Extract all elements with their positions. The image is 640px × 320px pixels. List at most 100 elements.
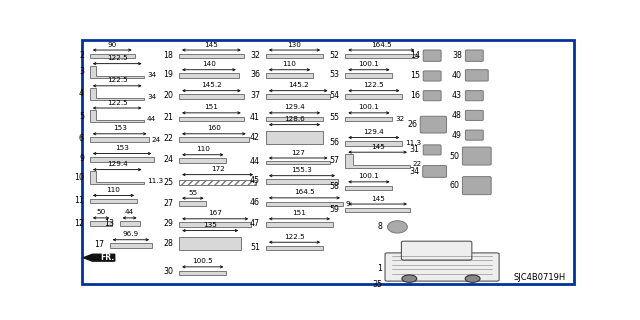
- Bar: [90, 221, 112, 226]
- FancyBboxPatch shape: [465, 70, 488, 81]
- Text: FR.: FR.: [100, 253, 115, 262]
- Text: 20: 20: [163, 91, 173, 100]
- Text: 36: 36: [250, 70, 260, 79]
- Bar: [179, 138, 248, 142]
- Text: 167: 167: [208, 210, 222, 216]
- Text: 9: 9: [79, 154, 84, 163]
- Bar: [346, 208, 410, 212]
- Text: 50: 50: [97, 209, 106, 215]
- Text: 35: 35: [372, 280, 383, 289]
- FancyArrow shape: [83, 254, 115, 261]
- Text: 38: 38: [452, 51, 462, 60]
- Bar: [266, 94, 330, 99]
- Text: 43: 43: [452, 91, 462, 100]
- FancyBboxPatch shape: [465, 91, 483, 101]
- Text: 151: 151: [292, 210, 307, 216]
- Polygon shape: [346, 154, 410, 168]
- Bar: [179, 73, 239, 78]
- Text: 128.6: 128.6: [284, 116, 305, 122]
- Text: 11: 11: [74, 196, 84, 205]
- Bar: [179, 237, 241, 250]
- Bar: [266, 202, 343, 206]
- Text: 145: 145: [205, 42, 218, 48]
- Text: 58: 58: [330, 182, 339, 191]
- Text: 45: 45: [250, 176, 260, 185]
- Text: 127: 127: [291, 149, 305, 156]
- Bar: [90, 54, 134, 58]
- Text: 122.5: 122.5: [107, 77, 127, 84]
- Text: 153: 153: [115, 145, 129, 151]
- Bar: [346, 116, 392, 121]
- Text: 34: 34: [410, 167, 420, 176]
- Text: 22: 22: [163, 134, 173, 143]
- Bar: [346, 141, 403, 146]
- Text: 28: 28: [163, 239, 173, 248]
- Text: 24: 24: [152, 137, 161, 143]
- Text: 60: 60: [449, 181, 460, 190]
- Text: 129.4: 129.4: [107, 161, 127, 167]
- Text: 25: 25: [163, 178, 173, 187]
- Text: 30: 30: [163, 268, 173, 276]
- Bar: [266, 179, 338, 184]
- Circle shape: [402, 275, 417, 282]
- Text: 31: 31: [410, 145, 420, 154]
- Text: 3: 3: [79, 67, 84, 76]
- Text: 135: 135: [204, 222, 217, 228]
- Text: 26: 26: [407, 120, 417, 129]
- Text: 122.5: 122.5: [107, 55, 127, 61]
- Text: 15: 15: [410, 71, 420, 80]
- Bar: [120, 221, 140, 226]
- Bar: [179, 54, 244, 58]
- Text: 2: 2: [79, 51, 84, 60]
- Text: 129.4: 129.4: [364, 129, 384, 135]
- Text: SJC4B0719H: SJC4B0719H: [514, 273, 566, 282]
- Text: 145.2: 145.2: [201, 82, 222, 88]
- Bar: [179, 201, 207, 206]
- Text: 49: 49: [452, 131, 462, 140]
- FancyBboxPatch shape: [465, 130, 483, 140]
- Bar: [90, 157, 154, 162]
- Text: 14: 14: [410, 51, 420, 60]
- FancyBboxPatch shape: [463, 177, 491, 195]
- Text: 110: 110: [283, 61, 296, 67]
- Text: 56: 56: [330, 138, 339, 147]
- Text: 19: 19: [163, 70, 173, 79]
- Text: 10: 10: [74, 173, 84, 182]
- Bar: [346, 186, 392, 190]
- Bar: [179, 116, 244, 121]
- Bar: [346, 94, 403, 99]
- Text: 53: 53: [330, 70, 339, 79]
- Text: 47: 47: [250, 220, 260, 228]
- Text: 8: 8: [378, 222, 383, 231]
- Text: 100.1: 100.1: [358, 61, 380, 67]
- Bar: [179, 180, 256, 185]
- Text: 22: 22: [412, 161, 422, 167]
- Text: 29: 29: [163, 220, 173, 228]
- Text: 11.3: 11.3: [405, 140, 421, 147]
- Polygon shape: [90, 110, 145, 122]
- Text: 13: 13: [104, 219, 114, 228]
- Text: 51: 51: [250, 243, 260, 252]
- Bar: [179, 222, 251, 227]
- FancyBboxPatch shape: [423, 71, 441, 81]
- Bar: [179, 270, 227, 275]
- Ellipse shape: [388, 221, 408, 233]
- Text: 17: 17: [94, 240, 104, 249]
- Bar: [110, 244, 152, 248]
- Bar: [346, 54, 417, 58]
- Text: 48: 48: [452, 111, 462, 120]
- Text: 145: 145: [371, 196, 385, 202]
- Text: 40: 40: [452, 71, 462, 80]
- Bar: [266, 161, 330, 164]
- Text: 44: 44: [250, 157, 260, 166]
- Text: 42: 42: [250, 133, 260, 142]
- Text: 122.5: 122.5: [107, 100, 127, 106]
- Text: 145.2: 145.2: [288, 82, 308, 88]
- Text: 9: 9: [346, 201, 350, 207]
- Text: 34: 34: [147, 72, 156, 78]
- FancyBboxPatch shape: [385, 253, 499, 281]
- Text: 164.5: 164.5: [294, 189, 315, 196]
- Text: 140: 140: [202, 61, 216, 67]
- Text: 100.1: 100.1: [358, 173, 380, 180]
- FancyBboxPatch shape: [420, 116, 447, 133]
